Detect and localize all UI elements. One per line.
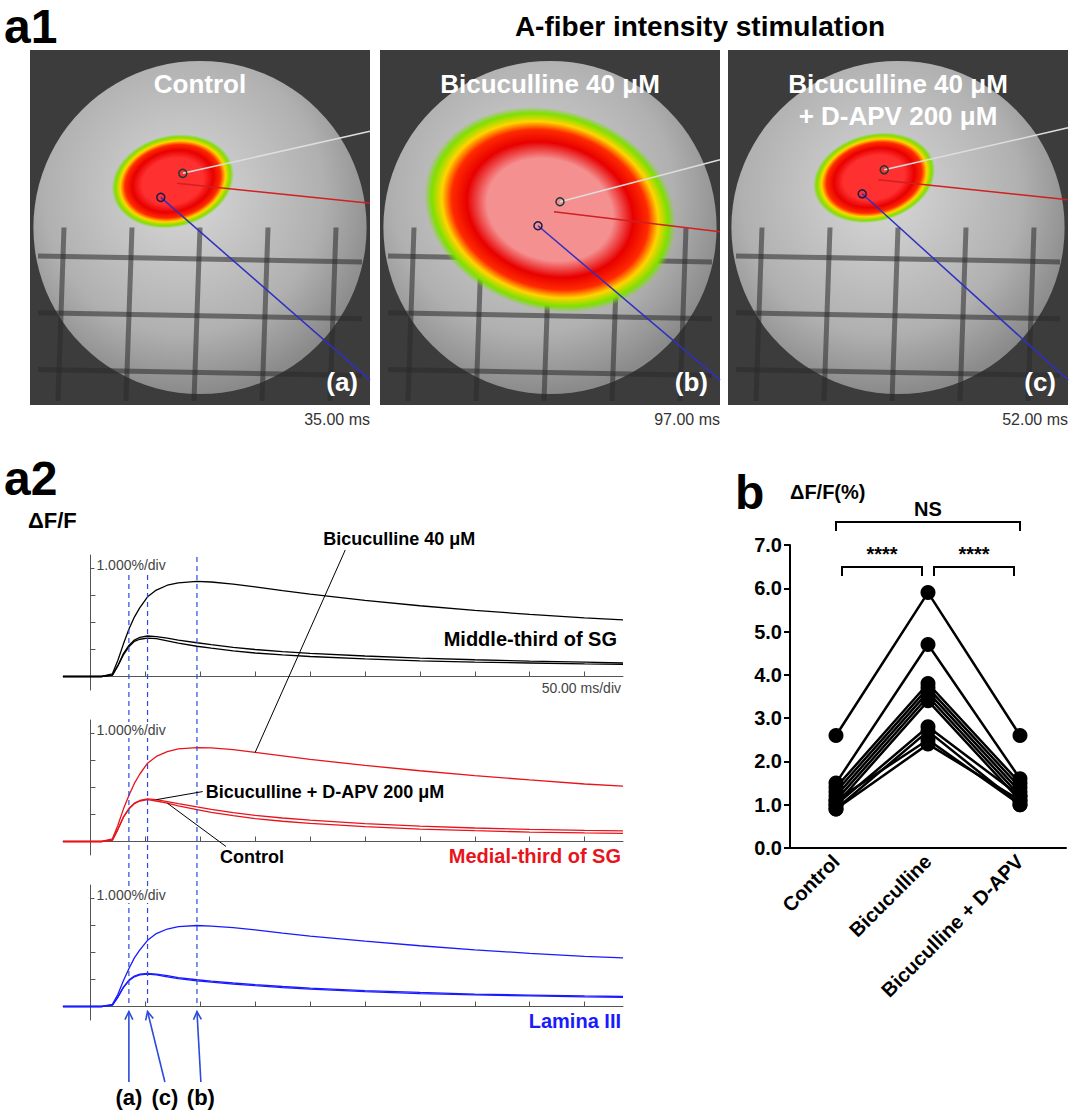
svg-text:(b): (b)	[187, 1085, 215, 1110]
svg-text:****: ****	[866, 543, 897, 565]
svg-text:(c): (c)	[1024, 367, 1056, 397]
svg-text:ΔF/F: ΔF/F	[28, 508, 77, 533]
svg-text:****: ****	[958, 543, 989, 565]
svg-text:35.00 ms: 35.00 ms	[304, 411, 370, 428]
svg-text:1.000%/div: 1.000%/div	[96, 722, 165, 738]
svg-text:(c): (c)	[151, 1085, 178, 1110]
svg-text:A-fiber intensity stimulation: A-fiber intensity stimulation	[515, 11, 885, 42]
svg-text:6.0: 6.0	[754, 577, 782, 599]
svg-text:b: b	[735, 466, 764, 519]
svg-text:ΔF/F(%): ΔF/F(%)	[790, 481, 865, 503]
svg-text:5.0: 5.0	[754, 621, 782, 643]
svg-text:52.00 ms: 52.00 ms	[1002, 411, 1068, 428]
svg-text:Bicuculline: Bicuculline	[845, 850, 936, 941]
svg-text:Medial-third of SG: Medial-third of SG	[449, 845, 621, 867]
svg-text:Lamina III: Lamina III	[529, 1010, 621, 1032]
svg-text:a1: a1	[4, 0, 57, 53]
svg-text:Bicuculline + D-APV: Bicuculline + D-APV	[877, 850, 1028, 1001]
svg-text:Bicuculline 40 μM: Bicuculline 40 μM	[440, 69, 660, 99]
svg-text:Control: Control	[778, 850, 844, 916]
svg-text:Middle-third of SG: Middle-third of SG	[444, 628, 617, 650]
svg-text:97.00 ms: 97.00 ms	[654, 411, 720, 428]
svg-text:0.0: 0.0	[754, 837, 782, 859]
svg-text:3.0: 3.0	[754, 707, 782, 729]
svg-text:7.0: 7.0	[754, 534, 782, 556]
svg-text:1.0: 1.0	[754, 794, 782, 816]
svg-text:1.000%/div: 1.000%/div	[96, 557, 165, 573]
svg-text:+ D-APV 200 μM: + D-APV 200 μM	[799, 101, 998, 131]
svg-text:Control: Control	[220, 847, 284, 867]
svg-text:1.000%/div: 1.000%/div	[96, 887, 165, 903]
svg-text:Bicuculline 40 μM: Bicuculline 40 μM	[788, 69, 1008, 99]
svg-text:Bicuculline 40 μM: Bicuculline 40 μM	[323, 529, 475, 549]
svg-text:(b): (b)	[675, 367, 708, 397]
svg-text:(a): (a)	[115, 1085, 142, 1110]
svg-text:(a): (a)	[326, 367, 358, 397]
svg-text:2.0: 2.0	[754, 750, 782, 772]
svg-text:Control: Control	[154, 69, 246, 99]
svg-text:NS: NS	[914, 498, 942, 520]
svg-text:50.00 ms/div: 50.00 ms/div	[542, 680, 621, 696]
svg-text:Bicuculline + D-APV 200 μM: Bicuculline + D-APV 200 μM	[206, 782, 445, 802]
svg-text:a2: a2	[4, 452, 57, 505]
svg-text:4.0: 4.0	[754, 664, 782, 686]
